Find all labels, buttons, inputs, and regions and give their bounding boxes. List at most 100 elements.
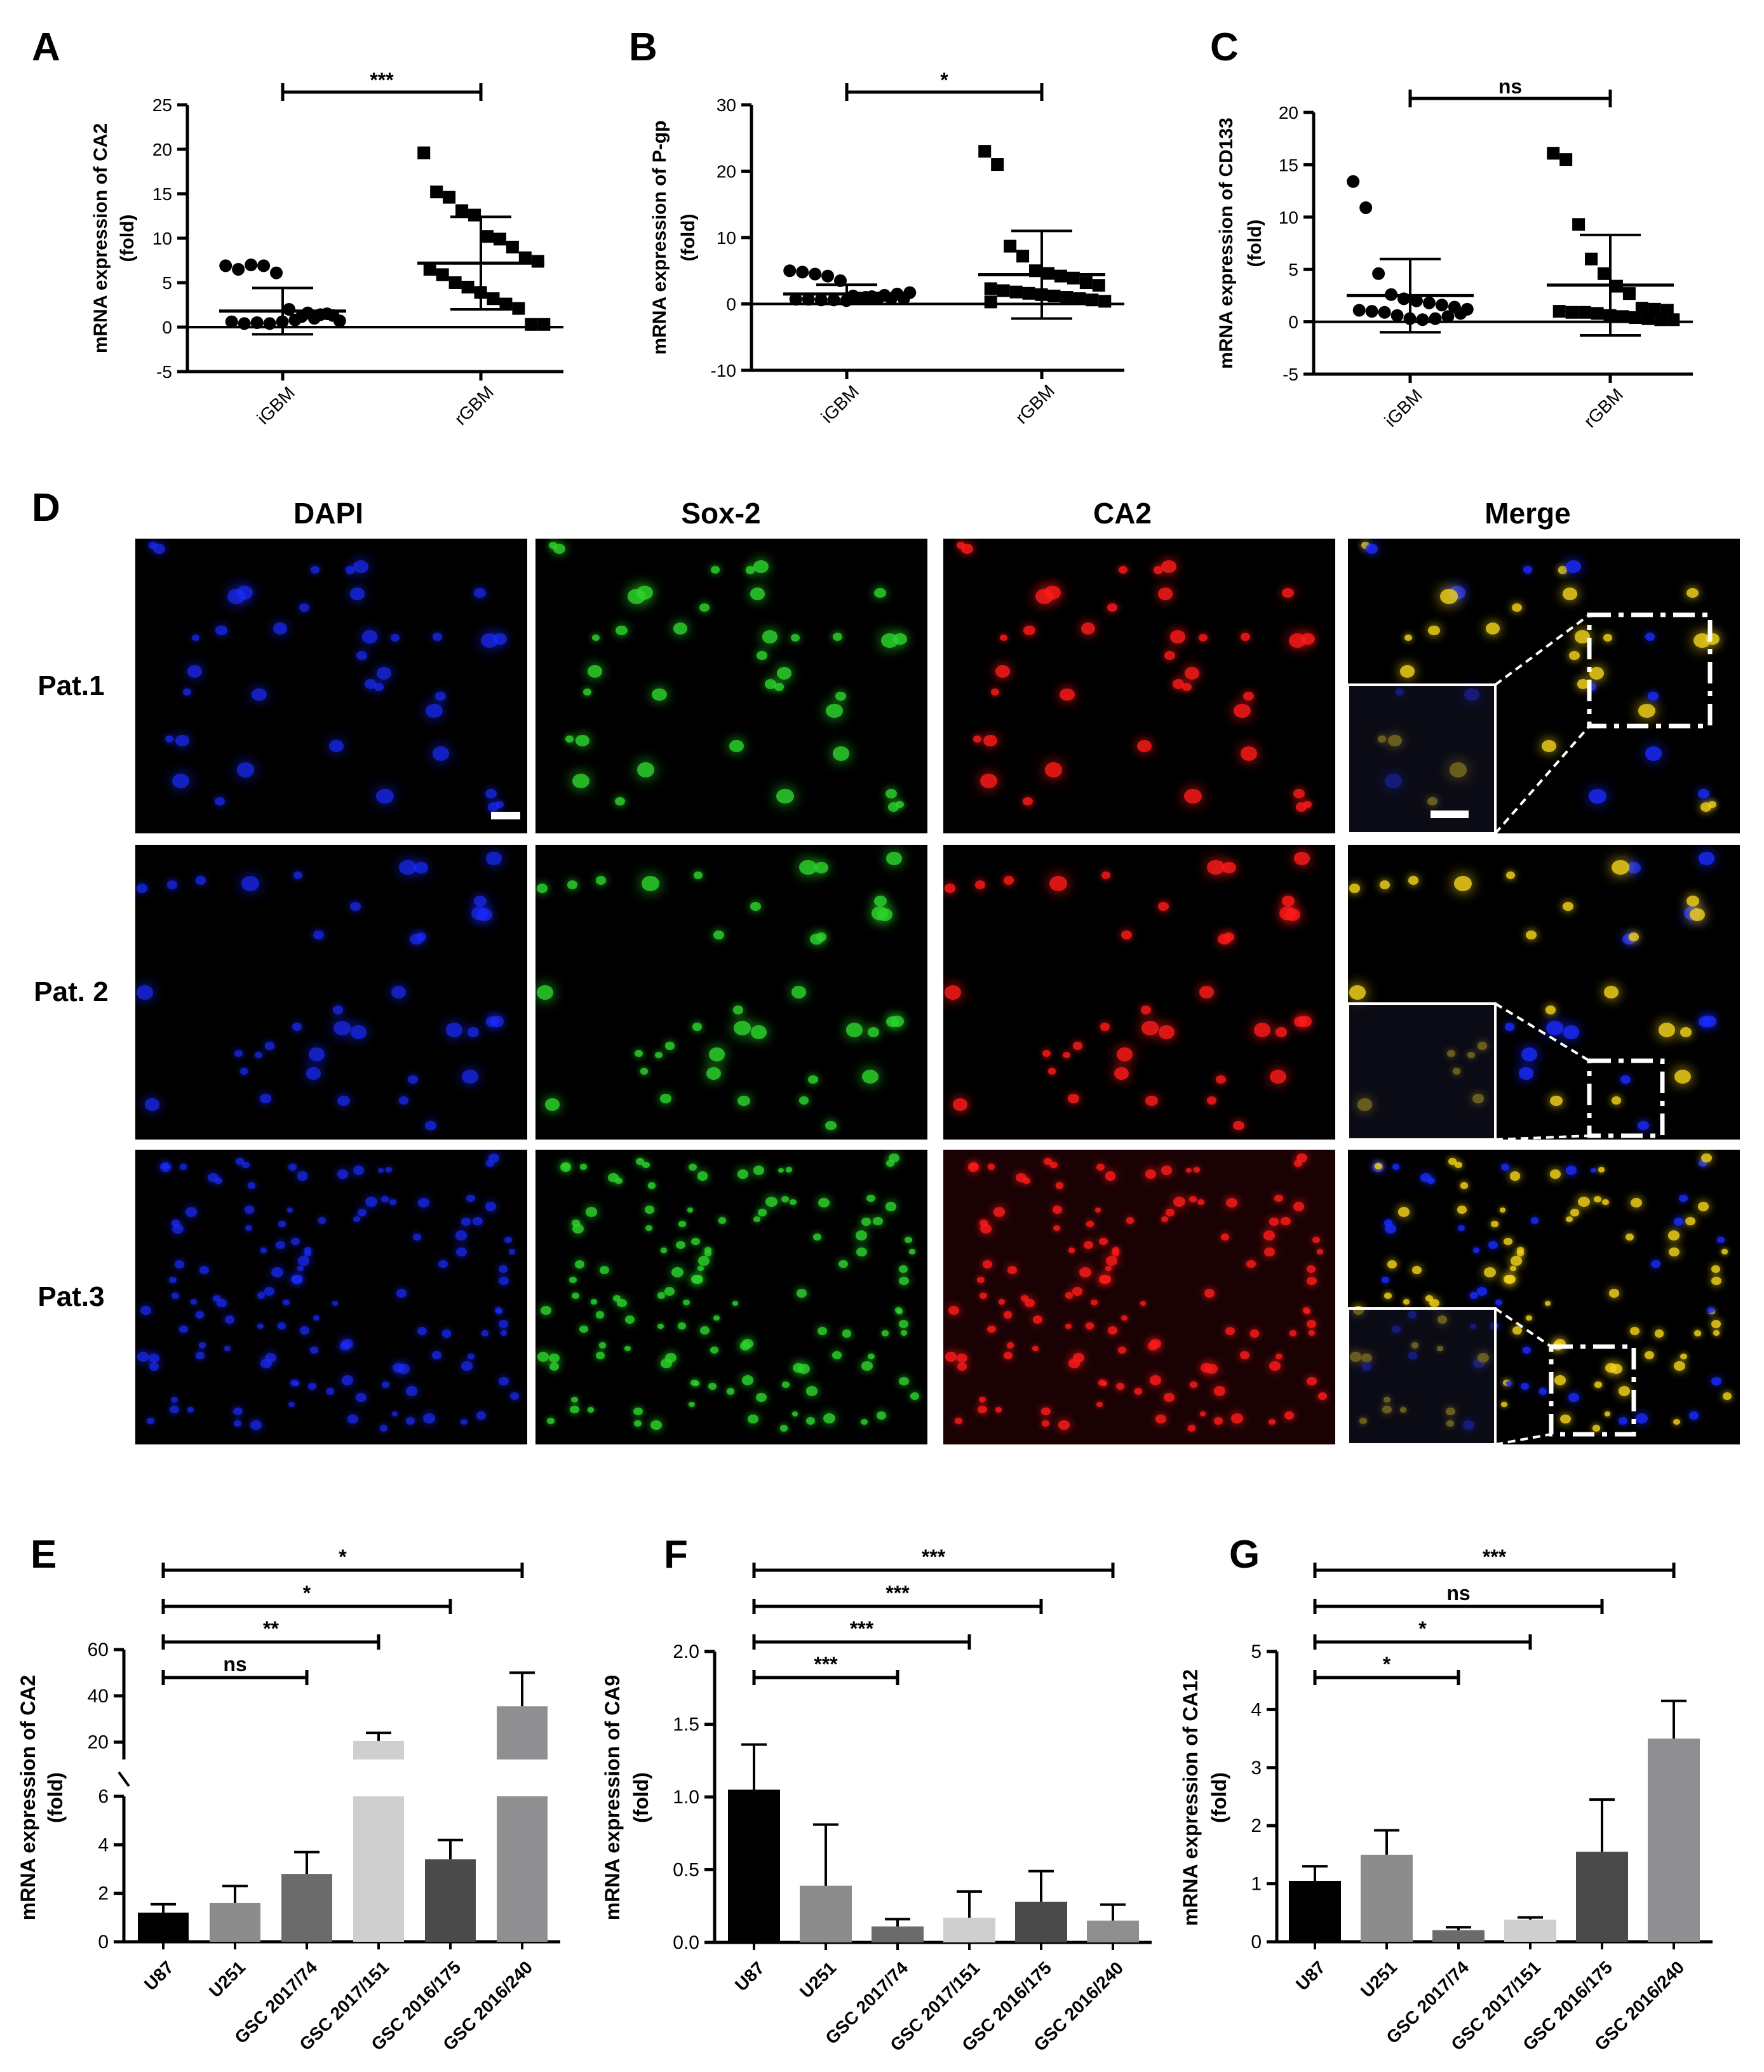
data-point	[1378, 306, 1391, 319]
cell-signal	[689, 1164, 697, 1171]
data-point	[1060, 291, 1074, 304]
cell-signal	[895, 801, 904, 809]
cell-signal	[1193, 1166, 1201, 1173]
cell-signal	[1589, 667, 1604, 680]
cell-signal	[861, 1069, 879, 1084]
cell-signal	[1589, 788, 1607, 804]
cell-signal	[549, 542, 558, 549]
cell-signal	[1253, 1023, 1271, 1037]
cell-signal	[1153, 566, 1163, 574]
cell-signal	[1268, 1418, 1276, 1425]
cell-signal	[1060, 688, 1075, 701]
bar	[1504, 1920, 1556, 1942]
cell-signal	[733, 1021, 751, 1035]
cell-signal	[1306, 1319, 1317, 1328]
cell-signal	[136, 883, 147, 893]
cell-signal	[860, 1418, 868, 1425]
cell-signal	[1488, 1241, 1498, 1249]
bar	[1361, 1854, 1413, 1942]
cell-signal	[699, 1326, 710, 1335]
cell-signal	[1510, 1255, 1523, 1266]
cell-signal	[1544, 1301, 1551, 1307]
cell-signal	[898, 1319, 909, 1328]
cell-signal	[1411, 1265, 1422, 1275]
cell-signal	[1101, 871, 1111, 879]
significance-label: ***	[850, 1617, 874, 1640]
cell-signal	[753, 1166, 765, 1175]
cell-signal	[495, 1307, 502, 1313]
cell-signal	[1243, 692, 1254, 701]
bar	[1648, 1739, 1700, 1942]
cell-signal	[1161, 1166, 1173, 1175]
cell-signal	[799, 1096, 809, 1105]
cell-signal	[1526, 1315, 1532, 1321]
cell-signal	[960, 543, 973, 554]
cell-signal	[882, 1330, 889, 1336]
cell-signal	[1723, 1392, 1732, 1400]
data-point	[1422, 296, 1436, 309]
cell-signal	[678, 1322, 686, 1329]
data-point	[493, 232, 506, 246]
cell-signal	[957, 1362, 967, 1371]
cell-signal	[1399, 665, 1415, 678]
data-point	[802, 293, 815, 306]
cell-signal	[1172, 679, 1184, 689]
panel-a-scatter: A -5 0 5 10 15 20 25 mRNA expression of CA2 (fold…	[32, 25, 563, 429]
cell-signal	[1690, 908, 1706, 922]
cell-signal	[1560, 1414, 1572, 1424]
cell-signal	[545, 1098, 560, 1111]
data-point	[1086, 293, 1099, 307]
cell-signal	[1381, 1276, 1389, 1283]
cell-signal	[1554, 1375, 1566, 1385]
significance-label: *	[303, 1582, 311, 1604]
cell-signal	[1457, 1225, 1465, 1231]
y-axis-label: mRNA expression of CA12	[1179, 1669, 1202, 1926]
cell-signal	[286, 1208, 293, 1213]
cell-signal	[1701, 1153, 1712, 1163]
cell-signal	[1185, 667, 1199, 680]
cell-signal	[1506, 871, 1516, 879]
cell-signal	[1523, 566, 1532, 574]
bar	[281, 1874, 332, 1942]
y-tick-label: 10	[1279, 208, 1298, 227]
significance-label: ns	[223, 1653, 246, 1676]
cell-signal	[304, 1250, 312, 1256]
significance-label: ns	[1498, 75, 1522, 98]
cell-signal	[1282, 588, 1294, 598]
cell-signal	[1204, 1289, 1215, 1298]
cell-signal	[596, 1352, 605, 1359]
cell-signal	[1269, 1361, 1281, 1371]
cell-signal	[474, 588, 486, 598]
cell-signal	[485, 1202, 497, 1212]
cell-signal	[587, 665, 603, 678]
cell-signal	[172, 1223, 184, 1234]
cell-signal	[1056, 1182, 1064, 1189]
cell-signal	[1626, 1234, 1634, 1241]
cell-signal	[778, 1167, 784, 1173]
cell-signal	[1668, 1247, 1680, 1257]
cell-signal	[1207, 860, 1225, 875]
cell-signal	[405, 1417, 415, 1425]
data-point	[1073, 292, 1086, 306]
cell-signal	[1565, 1216, 1573, 1223]
cell-signal	[365, 1197, 377, 1207]
cell-signal	[345, 566, 355, 574]
cell-signal	[1658, 1023, 1676, 1037]
cell-signal	[136, 985, 154, 1000]
data-point	[245, 259, 258, 271]
cell-signal	[1626, 862, 1641, 874]
cell-signal	[645, 1205, 655, 1214]
cell-signal	[1073, 1042, 1082, 1050]
cell-signal	[347, 1414, 359, 1424]
cell-signal	[1577, 1197, 1590, 1207]
cell-signal	[1263, 1247, 1276, 1257]
cell-signal	[171, 1219, 180, 1227]
cell-signal	[190, 1299, 197, 1305]
y-tick-label: 5	[162, 273, 172, 293]
cell-signal	[1711, 1319, 1721, 1328]
x-tick-label: rGBM	[450, 382, 497, 429]
cell-signal	[152, 543, 165, 554]
cell-signal	[236, 1158, 244, 1166]
cell-signal	[910, 1392, 919, 1400]
cell-signal	[1505, 1381, 1512, 1386]
